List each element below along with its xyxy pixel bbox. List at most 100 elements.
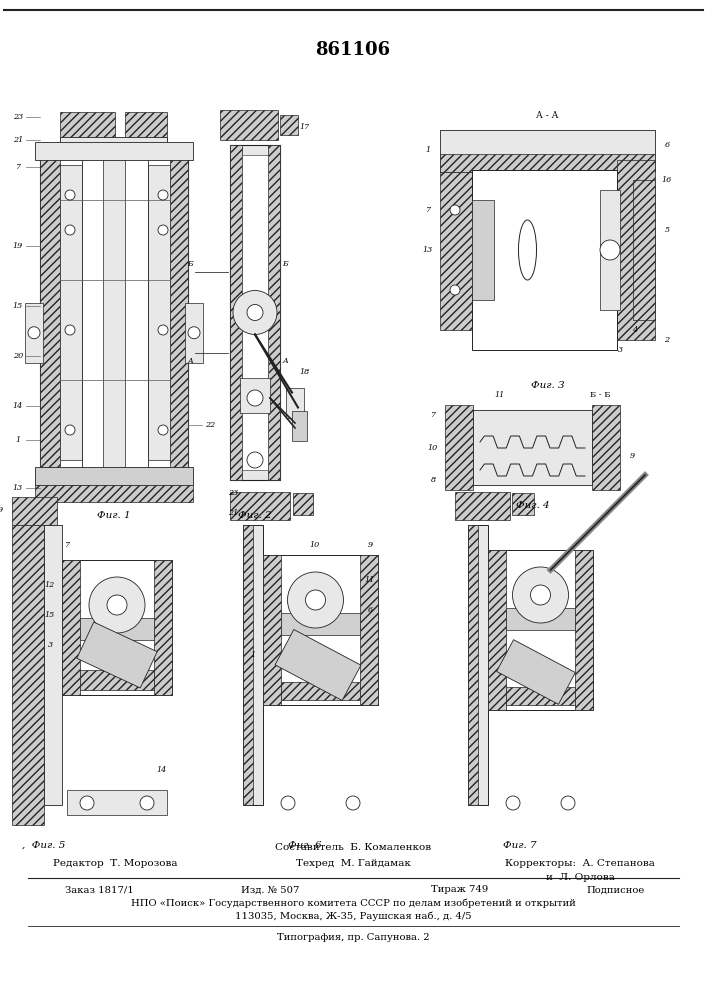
Bar [12, 497, 57, 525]
Text: 17: 17 [300, 123, 310, 131]
Text: Фиг. 3: Фиг. 3 [531, 380, 564, 389]
Text: 13: 13 [13, 484, 23, 492]
Text: А: А [187, 357, 193, 365]
Text: ,  Фиг. 5: , Фиг. 5 [22, 840, 65, 850]
Text: 5: 5 [665, 226, 670, 234]
Circle shape [65, 190, 75, 200]
Bar [360, 555, 378, 705]
Text: 14: 14 [157, 766, 167, 774]
Text: Б - Б: Б - Б [590, 391, 610, 399]
Text: А: А [282, 357, 288, 365]
Bar [275, 630, 361, 700]
Circle shape [233, 290, 277, 334]
Bar [488, 550, 593, 710]
Bar [440, 170, 472, 330]
Text: Подписное: Подписное [587, 886, 645, 894]
Bar [80, 618, 154, 640]
Text: Редактор  Т. Морозова: Редактор Т. Морозова [53, 859, 177, 868]
Bar [243, 525, 253, 805]
Bar [67, 790, 167, 815]
Text: Фиг. 2: Фиг. 2 [238, 510, 271, 520]
Circle shape [281, 796, 295, 810]
Bar [62, 560, 172, 695]
Bar [170, 145, 188, 480]
Bar [506, 687, 575, 705]
Bar [230, 145, 242, 480]
Bar [125, 112, 167, 140]
Bar [575, 550, 593, 710]
Text: 9: 9 [629, 452, 635, 460]
Text: А - А: А - А [536, 110, 559, 119]
Text: 15: 15 [45, 611, 55, 619]
Circle shape [530, 585, 551, 605]
Bar [80, 670, 154, 690]
Bar [292, 411, 307, 441]
Text: 7: 7 [426, 206, 431, 214]
Bar [35, 142, 193, 160]
Text: 12: 12 [45, 581, 55, 589]
Bar [468, 525, 488, 805]
Text: 3: 3 [47, 641, 52, 649]
Circle shape [158, 325, 168, 335]
Text: Корректоры:  А. Степанова: Корректоры: А. Степанова [505, 859, 655, 868]
Bar [440, 130, 655, 172]
Circle shape [65, 225, 75, 235]
Text: 861106: 861106 [315, 41, 390, 59]
Text: 11: 11 [495, 391, 505, 399]
Circle shape [247, 390, 263, 406]
Bar [268, 145, 280, 480]
Bar [293, 493, 313, 515]
Bar [60, 137, 167, 145]
Text: 7: 7 [16, 163, 21, 171]
Text: 6: 6 [665, 141, 670, 149]
Bar [242, 155, 268, 470]
Bar [35, 485, 193, 502]
Bar [440, 154, 655, 172]
Bar [148, 165, 170, 460]
Bar [60, 112, 115, 140]
Circle shape [288, 572, 344, 628]
Text: 15: 15 [13, 302, 23, 310]
Text: 19: 19 [13, 241, 23, 249]
Text: 10: 10 [310, 541, 320, 549]
Text: 9: 9 [368, 541, 373, 549]
Bar [230, 145, 280, 480]
Bar [600, 190, 620, 310]
Bar [82, 155, 148, 470]
Circle shape [561, 796, 575, 810]
Circle shape [28, 327, 40, 339]
Text: 23: 23 [13, 113, 23, 121]
Text: 20: 20 [13, 352, 23, 360]
Text: Фиг. 4: Фиг. 4 [515, 500, 549, 510]
Bar [44, 525, 62, 805]
Text: 1: 1 [426, 146, 431, 154]
Text: 14: 14 [13, 402, 23, 410]
Text: 4: 4 [633, 326, 638, 334]
Bar [280, 115, 298, 135]
Circle shape [600, 240, 620, 260]
Circle shape [65, 325, 75, 335]
Circle shape [188, 327, 200, 339]
Circle shape [65, 425, 75, 435]
Ellipse shape [518, 220, 537, 280]
Text: 7: 7 [431, 411, 436, 419]
Text: 21: 21 [228, 509, 238, 517]
Text: Типография, пр. Сапунова. 2: Типография, пр. Сапунова. 2 [276, 934, 429, 942]
Text: 8: 8 [431, 476, 436, 484]
Bar [496, 640, 575, 704]
Text: 1: 1 [250, 651, 255, 659]
Circle shape [158, 225, 168, 235]
Text: 10: 10 [428, 444, 438, 452]
Circle shape [89, 577, 145, 633]
Text: Б: Б [282, 260, 288, 268]
Text: Техред  М. Гайдамак: Техред М. Гайдамак [296, 859, 411, 868]
Text: 1: 1 [16, 436, 21, 444]
Bar [592, 405, 620, 490]
Text: 113035, Москва, Ж-35, Раушская наб., д. 4/5: 113035, Москва, Ж-35, Раушская наб., д. … [235, 911, 472, 921]
Bar [286, 387, 304, 418]
Text: 22: 22 [205, 421, 215, 429]
Text: 9: 9 [0, 506, 3, 514]
Text: Фиг. 6: Фиг. 6 [288, 840, 322, 850]
Bar [103, 155, 125, 470]
Bar [281, 613, 360, 635]
